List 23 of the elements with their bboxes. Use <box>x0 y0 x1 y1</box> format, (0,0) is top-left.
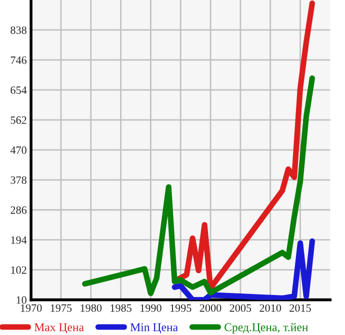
y-tick-label: 10 <box>16 296 26 304</box>
y-tick-label: 194 <box>11 236 27 244</box>
y-tick-label: 838 <box>10 26 26 34</box>
x-tick-label: 1990 <box>140 304 162 312</box>
x-tick-label: 1975 <box>50 304 72 312</box>
legend-label: Сред.Цена, т.йен <box>224 323 308 334</box>
y-tick-label: 378 <box>10 176 26 184</box>
x-tick-label: 1980 <box>80 304 102 312</box>
legend-label: Max Цена <box>34 323 84 334</box>
x-tick-label: 1985 <box>110 304 132 312</box>
x-tick-label: 2015 <box>290 304 311 312</box>
y-tick-label: 562 <box>10 116 26 124</box>
x-tick-label: 2000 <box>200 304 222 312</box>
x-tick-label: 2005 <box>230 304 252 312</box>
x-tick-label: 2010 <box>260 304 282 312</box>
legend-label: Min Цена <box>130 323 178 334</box>
y-tick-label: 746 <box>10 56 27 64</box>
y-tick-label: 470 <box>10 146 26 154</box>
y-tick-label: 102 <box>11 266 26 274</box>
y-tick-label: 654 <box>10 86 27 94</box>
x-tick-label: 1995 <box>170 304 192 312</box>
x-tick-label: 1970 <box>20 304 42 312</box>
y-tick-label: 286 <box>10 206 27 214</box>
